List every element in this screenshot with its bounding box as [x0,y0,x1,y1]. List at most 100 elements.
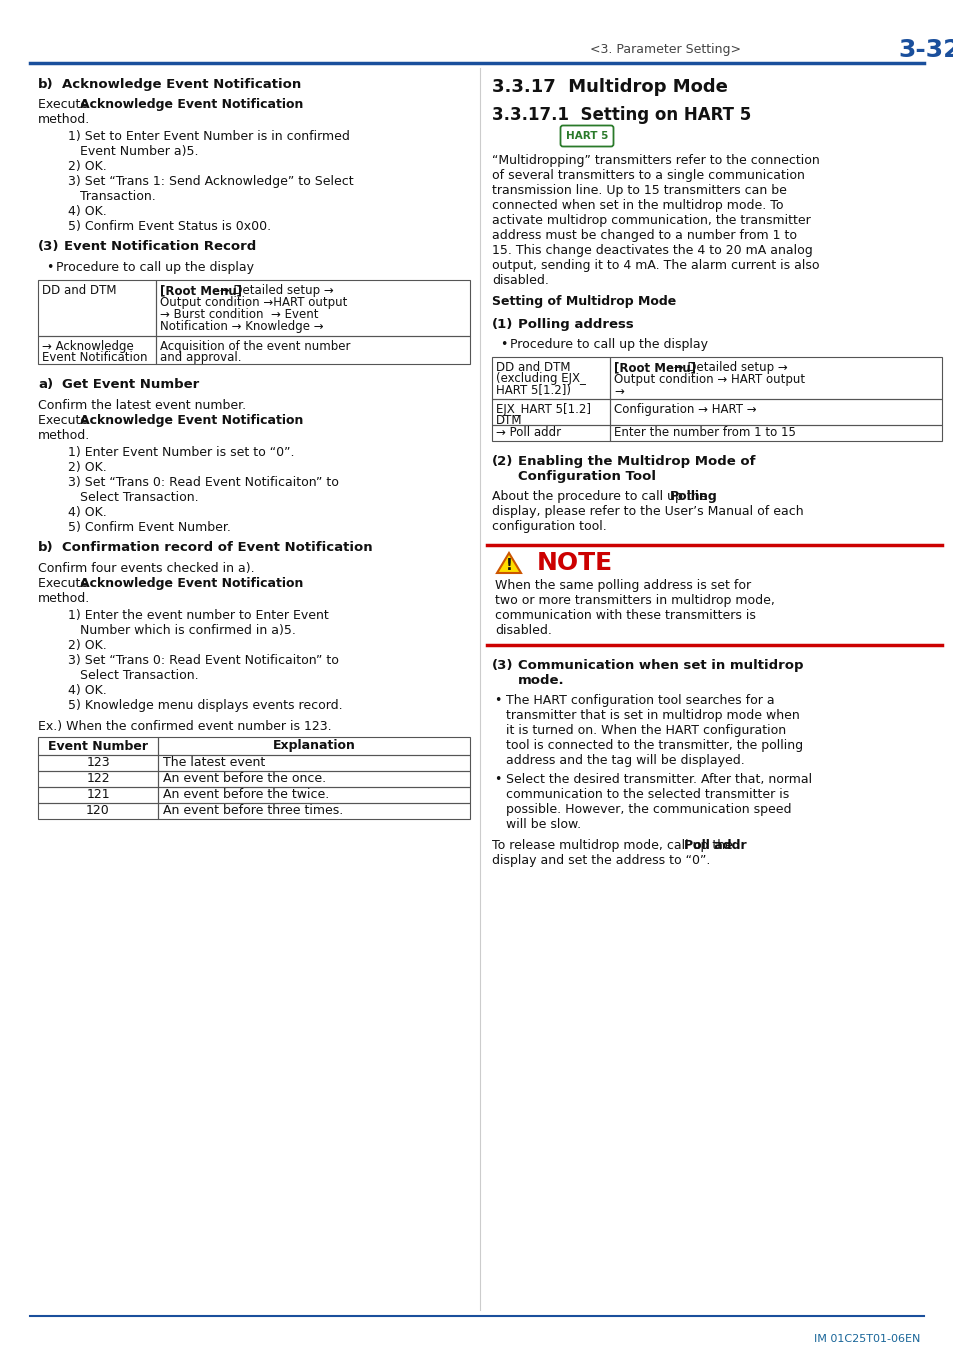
Text: EJX_HART 5[1.2]: EJX_HART 5[1.2] [496,404,590,416]
Text: DTM: DTM [496,414,522,427]
Text: An event before three times.: An event before three times. [163,805,343,818]
Bar [38,755,158,771]
Text: communication to the selected transmitter is: communication to the selected transmitte… [505,788,788,801]
Text: 3-32: 3-32 [898,38,953,62]
Text: Procedure to call up the display: Procedure to call up the display [510,338,707,351]
Text: Acknowledge Event Notification: Acknowledge Event Notification [80,576,303,590]
Text: disabled.: disabled. [492,274,548,288]
Text: Number which is confirmed in a)5.: Number which is confirmed in a)5. [68,624,295,637]
Bar [492,400,609,425]
Text: 1) Set to Enter Event Number is in confirmed: 1) Set to Enter Event Number is in confi… [68,130,350,143]
Text: address and the tag will be displayed.: address and the tag will be displayed. [505,755,744,767]
Text: Select Transaction.: Select Transaction. [68,491,198,504]
Text: 120: 120 [86,805,110,818]
Text: 2) OK.: 2) OK. [68,161,107,173]
Text: 121: 121 [86,788,110,802]
Text: transmitter that is set in multidrop mode when: transmitter that is set in multidrop mod… [505,709,799,722]
Text: activate multidrop communication, the transmitter: activate multidrop communication, the tr… [492,215,810,227]
Text: Execute: Execute [38,576,92,590]
Text: Output condition →HART output: Output condition →HART output [160,296,347,309]
Text: Transaction.: Transaction. [68,190,155,202]
Text: tool is connected to the transmitter, the polling: tool is connected to the transmitter, th… [505,738,802,752]
Text: HART 5[1.2]): HART 5[1.2]) [496,383,571,397]
Text: DD and DTM: DD and DTM [496,360,570,374]
Text: address must be changed to a number from 1 to: address must be changed to a number from… [492,230,796,242]
Text: •: • [46,261,53,274]
Bar [38,279,156,336]
Text: Explanation: Explanation [273,740,355,752]
Text: To release multidrop mode, call up the: To release multidrop mode, call up the [492,838,736,852]
Text: <3. Parameter Setting>: <3. Parameter Setting> [589,43,740,57]
Bar [158,755,470,771]
Text: b): b) [38,78,53,90]
Text: (2): (2) [492,455,513,468]
Bar [609,400,941,425]
Text: 122: 122 [86,772,110,786]
Text: •: • [494,774,501,786]
Text: it is turned on. When the HART configuration: it is turned on. When the HART configura… [505,724,785,737]
Text: 3) Set “Trans 0: Read Event Notificaiton” to: 3) Set “Trans 0: Read Event Notificaiton… [68,653,338,667]
FancyBboxPatch shape [560,126,613,147]
Text: (1): (1) [492,319,513,331]
Text: 1) Enter Event Number is set to “0”.: 1) Enter Event Number is set to “0”. [68,446,294,459]
Text: 1) Enter the event number to Enter Event: 1) Enter the event number to Enter Event [68,609,329,622]
Text: NOTE: NOTE [537,551,613,575]
Text: method.: method. [38,429,91,441]
Text: 15. This change deactivates the 4 to 20 mA analog: 15. This change deactivates the 4 to 20 … [492,244,812,256]
Text: •: • [499,338,507,351]
Text: Notification → Knowledge →: Notification → Knowledge → [160,320,323,333]
Text: Get Event Number: Get Event Number [62,378,199,392]
Bar [38,771,158,787]
Text: Select the desired transmitter. After that, normal: Select the desired transmitter. After th… [505,774,811,786]
Text: 123: 123 [86,756,110,770]
Text: Enabling the Multidrop Mode of: Enabling the Multidrop Mode of [517,455,755,468]
Text: 5) Knowledge menu displays events record.: 5) Knowledge menu displays events record… [68,699,342,711]
Text: output, sending it to 4 mA. The alarm current is also: output, sending it to 4 mA. The alarm cu… [492,259,819,271]
Bar [38,737,158,755]
Text: The HART configuration tool searches for a: The HART configuration tool searches for… [505,694,774,707]
Text: method.: method. [38,593,91,605]
Text: Confirm the latest event number.: Confirm the latest event number. [38,400,246,412]
Bar [156,336,470,364]
Bar [158,737,470,755]
Text: 4) OK.: 4) OK. [68,205,107,217]
Text: connected when set in the multidrop mode. To: connected when set in the multidrop mode… [492,198,782,212]
Text: mode.: mode. [517,674,564,687]
Text: About the procedure to call up the: About the procedure to call up the [492,490,711,504]
Text: 5) Confirm Event Status is 0x00.: 5) Confirm Event Status is 0x00. [68,220,271,234]
Text: 4) OK.: 4) OK. [68,684,107,697]
Text: 3.3.17.1  Setting on HART 5: 3.3.17.1 Setting on HART 5 [492,107,750,124]
Bar [158,771,470,787]
Text: 3) Set “Trans 1: Send Acknowledge” to Select: 3) Set “Trans 1: Send Acknowledge” to Se… [68,176,354,188]
Text: will be slow.: will be slow. [505,818,580,832]
Text: Confirmation record of Event Notification: Confirmation record of Event Notificatio… [62,541,373,554]
Text: (excluding EJX_: (excluding EJX_ [496,373,585,385]
Text: Execute: Execute [38,414,92,427]
Text: possible. However, the communication speed: possible. However, the communication spe… [505,803,791,815]
Text: 3.3.17  Multidrop Mode: 3.3.17 Multidrop Mode [492,78,727,96]
Text: Select Transaction.: Select Transaction. [68,670,198,682]
Text: The latest event: The latest event [163,756,265,770]
Text: Configuration Tool: Configuration Tool [517,470,656,483]
Text: Procedure to call up the display: Procedure to call up the display [56,261,253,274]
Text: b): b) [38,541,53,554]
Text: “Multidropping” transmitters refer to the connection: “Multidropping” transmitters refer to th… [492,154,819,167]
Text: Output condition → HART output: Output condition → HART output [614,373,804,386]
Bar [38,787,158,803]
Text: •: • [494,694,501,707]
Text: disabled.: disabled. [495,624,551,637]
Text: display and set the address to “0”.: display and set the address to “0”. [492,855,710,867]
Text: Acknowledge Event Notification: Acknowledge Event Notification [80,414,303,427]
Text: When the same polling address is set for: When the same polling address is set for [495,579,750,593]
Text: Poll addr: Poll addr [683,838,746,852]
Text: !: ! [505,558,512,572]
Text: Setting of Multidrop Mode: Setting of Multidrop Mode [492,296,676,308]
Text: display, please refer to the User’s Manual of each: display, please refer to the User’s Manu… [492,505,802,518]
Text: Acknowledge Event Notification: Acknowledge Event Notification [62,78,301,90]
Text: Event Number: Event Number [48,740,148,752]
Bar [38,336,156,364]
Text: Acknowledge Event Notification: Acknowledge Event Notification [80,99,303,111]
Text: 2) OK.: 2) OK. [68,639,107,652]
Text: Polling address: Polling address [517,319,633,331]
Text: → Acknowledge: → Acknowledge [42,340,133,352]
